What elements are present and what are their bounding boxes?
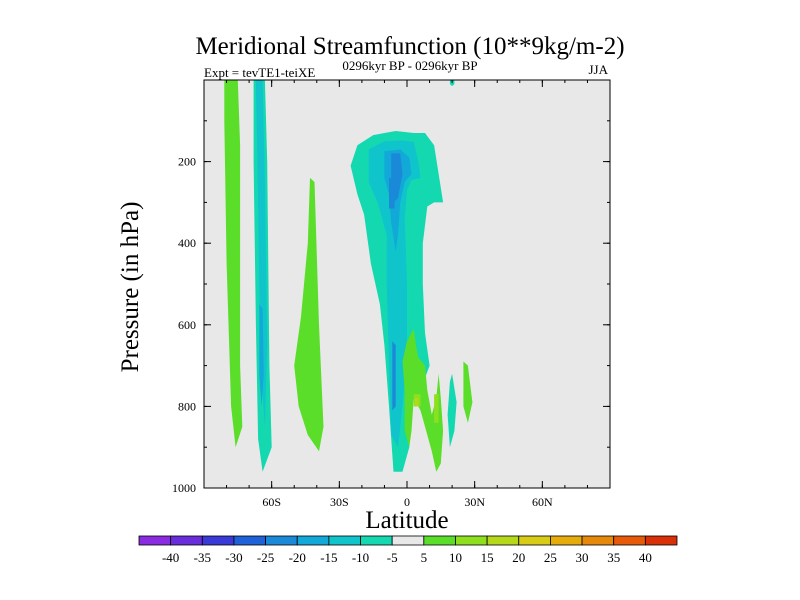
- colorbar-box-10: [455, 535, 488, 546]
- contour-region-7: [384, 149, 412, 252]
- x-axis-label: Latitude: [365, 507, 448, 534]
- period-label: 0296kyr BP - 0296kyr BP: [342, 58, 477, 73]
- y-axis-label: Pressure (in hPa): [117, 202, 144, 373]
- colorbar-label: -35: [194, 550, 211, 565]
- colorbar-box-11: [486, 535, 520, 546]
- contour-region-2: [255, 80, 268, 427]
- colorbar-box-12: [518, 535, 551, 546]
- season-label: JJA: [588, 62, 608, 77]
- y-tick-label: 400: [178, 236, 196, 250]
- contour-region-16: [463, 361, 473, 423]
- experiment-label: Expt = tevTE1-teiXE: [204, 65, 315, 80]
- colorbar-box-14: [581, 535, 615, 546]
- contour-fills: [224, 80, 473, 472]
- contour-region-4: [294, 177, 324, 452]
- y-tick-label: 200: [178, 155, 196, 169]
- contour-region-3: [259, 304, 264, 407]
- colorbar-label: 10: [449, 550, 462, 565]
- colorbar-box-5: [296, 535, 330, 546]
- colorbar-box-3: [233, 535, 266, 546]
- y-tick-label: 1000: [172, 481, 196, 495]
- colorbar-label: 20: [512, 550, 525, 565]
- colorbar-box-0: [138, 535, 172, 546]
- colorbar-box-16: [644, 535, 678, 546]
- colorbar-box-15: [613, 535, 646, 546]
- contour-region-6: [368, 140, 421, 448]
- colorbar-label: 40: [639, 550, 652, 565]
- contour-region-0: [224, 80, 243, 448]
- colorbar-box-2: [201, 535, 235, 546]
- contour-region-15: [447, 373, 457, 448]
- colorbar-label: -25: [257, 550, 274, 565]
- colorbar-box-6: [328, 535, 361, 546]
- colorbar-box-8: [391, 535, 425, 546]
- colorbar-box-4: [265, 535, 298, 546]
- colorbar-box-1: [170, 535, 203, 546]
- colorbar-label: 35: [607, 550, 620, 565]
- colorbar-label: -30: [225, 550, 242, 565]
- x-tick-label: 60N: [532, 495, 553, 509]
- contour-region-17: [449, 80, 455, 87]
- x-tick-label: 30S: [330, 495, 349, 509]
- colorbar-label: 30: [576, 550, 589, 565]
- colorbar: -40 -35 -30 -25 -20 -15 -10 -5 5 10 15 20 25 30 35 40: [138, 535, 678, 565]
- contour-region-11: [402, 328, 444, 472]
- chart-title: Meridional Streamfunction (10**9kg/m-2): [195, 33, 624, 60]
- colorbar-label: -5: [387, 550, 398, 565]
- colorbar-box-7: [360, 535, 393, 546]
- x-tick-label: 60S: [262, 495, 281, 509]
- colorbar-label: 5: [421, 550, 428, 565]
- x-tick-label: 0: [404, 495, 410, 509]
- contour-region-13: [434, 394, 439, 423]
- colorbar-box-13: [550, 535, 583, 546]
- colorbar-label: -10: [352, 550, 369, 565]
- colorbar-label: -20: [289, 550, 306, 565]
- contour-region-14: [414, 398, 419, 407]
- y-tick-label: 600: [178, 318, 196, 332]
- colorbar-label: -15: [320, 550, 337, 565]
- contour-region-9: [389, 177, 395, 209]
- axis-ticks: 60S 30S 0 30N 60N 200 400 600 800 1000: [172, 80, 611, 509]
- colorbar-label: 25: [544, 550, 557, 565]
- colorbar-box-9: [423, 535, 456, 546]
- y-tick-label: 800: [178, 399, 196, 413]
- contour-region-10: [392, 341, 396, 411]
- colorbar-label: -40: [162, 550, 179, 565]
- x-tick-label: 30N: [464, 495, 485, 509]
- colorbar-label: 15: [481, 550, 494, 565]
